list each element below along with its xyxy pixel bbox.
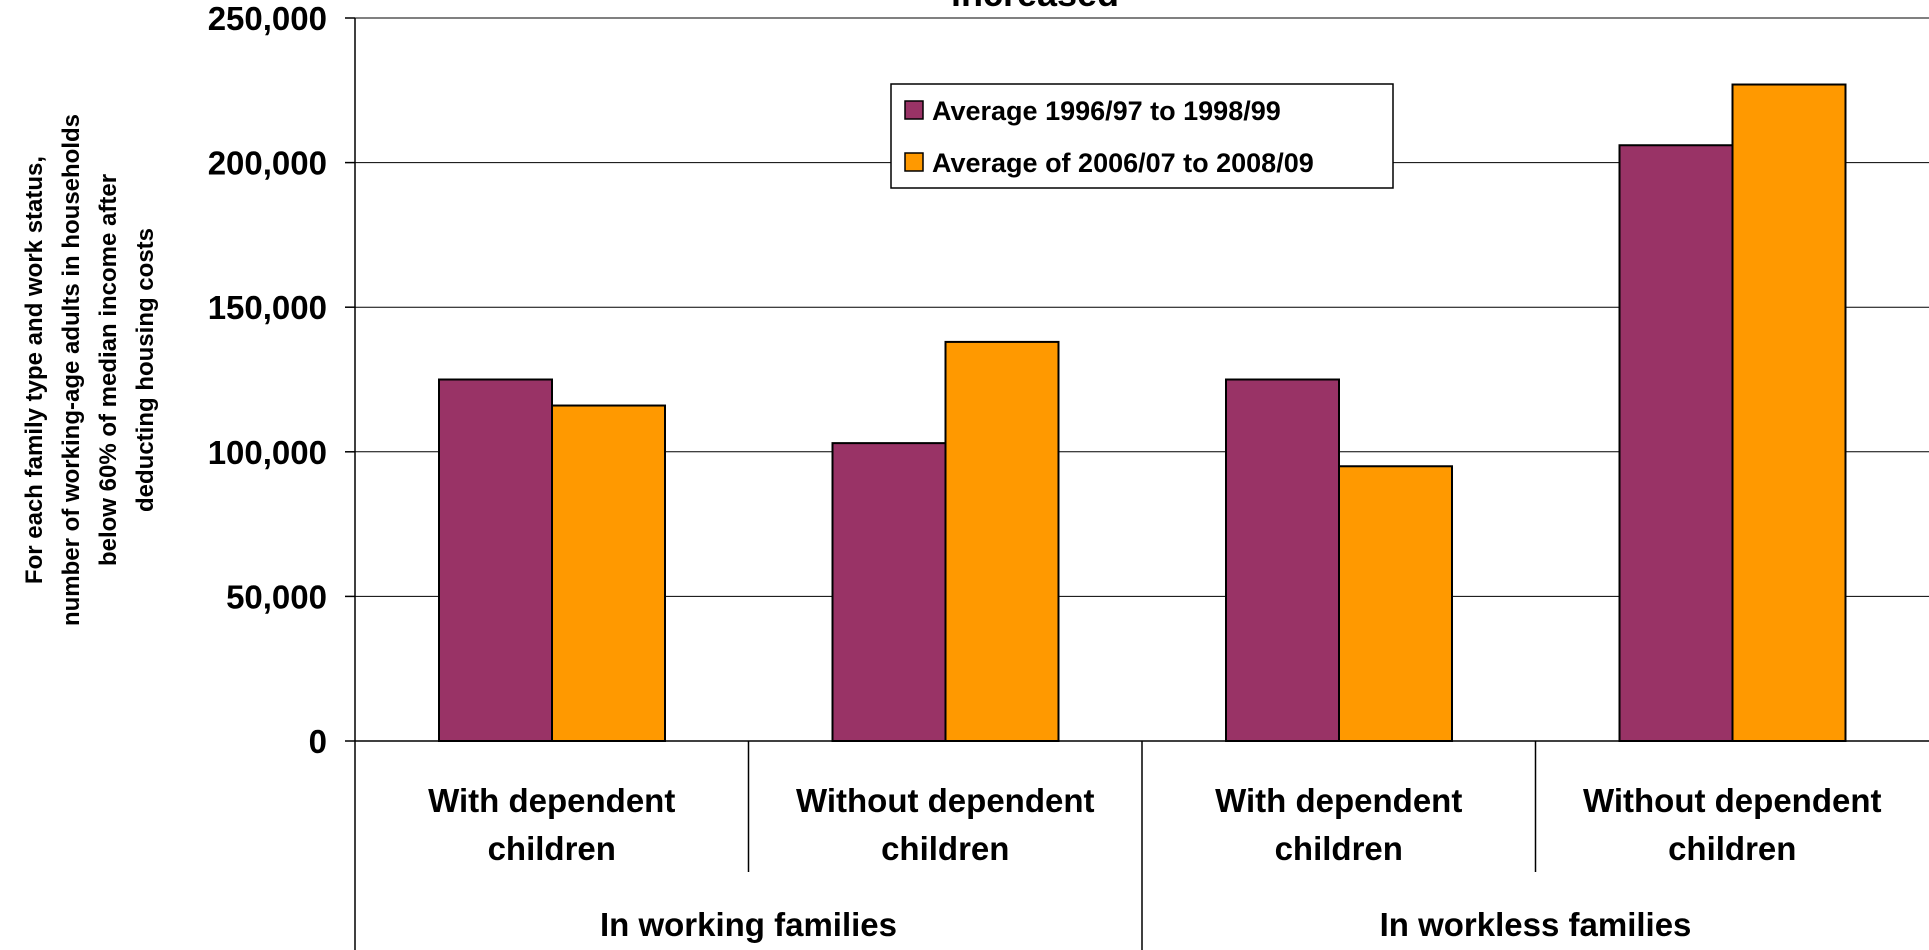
y-axis-label-line-2: number of working-age adults in househol… [58, 114, 85, 626]
category-label-line-2: children [1668, 830, 1796, 867]
y-axis-label-line-3: below 60% of median income after [95, 174, 122, 566]
y-axis-label-line-1: For each family type and work status, [21, 156, 48, 584]
chart-title: increased [951, 0, 1119, 14]
category-label-line-1: With dependent [428, 782, 675, 819]
y-tick-label: 250,000 [208, 0, 327, 37]
category-label-line-2: children [881, 830, 1009, 867]
legend-label-series-2: Average of 2006/07 to 2008/09 [932, 148, 1314, 178]
y-tick-label: 150,000 [208, 289, 327, 326]
y-axis-label: For each family type and work status, nu… [21, 114, 159, 626]
y-tick-label: 100,000 [208, 434, 327, 471]
legend-label-series-1: Average 1996/97 to 1998/99 [932, 96, 1281, 126]
bar-series-1-category-2 [831, 442, 947, 742]
category-label-line-2: children [488, 830, 616, 867]
category-label-line-1: Without dependent [796, 782, 1094, 819]
bar-series-1-category-4 [1618, 144, 1734, 743]
group-label-2: In workless families [1380, 906, 1692, 943]
bar-series-1-category-1 [438, 378, 553, 742]
y-tick-label: 0 [309, 723, 327, 760]
legend-swatch-series-2 [904, 152, 924, 172]
bar-series-2-category-2 [944, 340, 1060, 742]
category-label-line-1: Without dependent [1583, 782, 1881, 819]
legend-box [890, 83, 1394, 189]
bar-series-2-category-4 [1731, 83, 1847, 743]
legend-swatch-series-1 [904, 100, 924, 120]
y-axis-ticks: 0 50,000 100,000 150,000 200,000 250,000 [208, 0, 355, 760]
bar-series-2-category-3 [1338, 465, 1453, 742]
bars [438, 83, 1847, 743]
legend: Average 1996/97 to 1998/99 Average of 20… [890, 83, 1394, 189]
y-tick-label: 200,000 [208, 145, 327, 182]
bar-series-2-category-1 [551, 404, 666, 742]
category-label-line-1: With dependent [1215, 782, 1462, 819]
y-tick-label: 50,000 [226, 578, 327, 615]
category-label-line-2: children [1275, 830, 1403, 867]
bar-series-1-category-3 [1225, 378, 1340, 742]
group-label-1: In working families [600, 906, 897, 943]
x-axis-labels: With dependent children Without dependent c… [428, 741, 1882, 950]
y-axis-label-line-4: deducting housing costs [132, 228, 159, 512]
